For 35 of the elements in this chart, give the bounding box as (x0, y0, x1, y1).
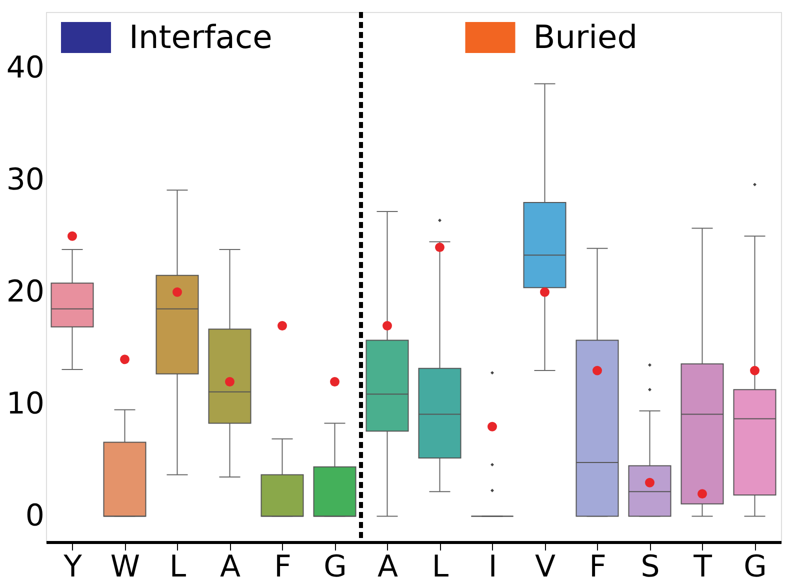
point (225, 377, 234, 386)
point (750, 366, 760, 376)
x-tick-label: A (377, 550, 398, 584)
x-tick-label: V (534, 550, 556, 584)
point (278, 321, 287, 330)
annotation: Buried (533, 18, 638, 56)
x-tick-label: F (589, 550, 606, 584)
x-tick-label: T (692, 550, 713, 584)
point (382, 321, 392, 330)
x-tick-label: G (744, 550, 767, 584)
y-tick-label: 40 (6, 50, 44, 86)
x-tick-label: A (220, 550, 241, 584)
point (330, 377, 340, 386)
y-tick-label: 0 (25, 498, 44, 534)
point (540, 287, 550, 297)
x-tick-label: W (110, 550, 140, 584)
point (645, 478, 654, 488)
point (698, 489, 707, 499)
point (488, 422, 497, 432)
point (435, 242, 444, 252)
point (172, 287, 182, 297)
point (68, 231, 77, 241)
x-tick-label: F (274, 550, 292, 584)
annotation: Interface (129, 18, 272, 56)
x-tick-label: G (324, 550, 347, 584)
x-tick-label: S (640, 550, 660, 584)
y-tick-label: 30 (6, 162, 44, 198)
x-tick-label: L (169, 550, 186, 584)
x-tick-label: I (488, 550, 498, 584)
x-tick-label: Y (62, 550, 83, 584)
y-tick-label: 20 (6, 274, 44, 310)
y-tick-label: 10 (6, 386, 44, 422)
point (592, 366, 602, 376)
x-tick-label: L (432, 550, 449, 584)
point (120, 354, 130, 364)
